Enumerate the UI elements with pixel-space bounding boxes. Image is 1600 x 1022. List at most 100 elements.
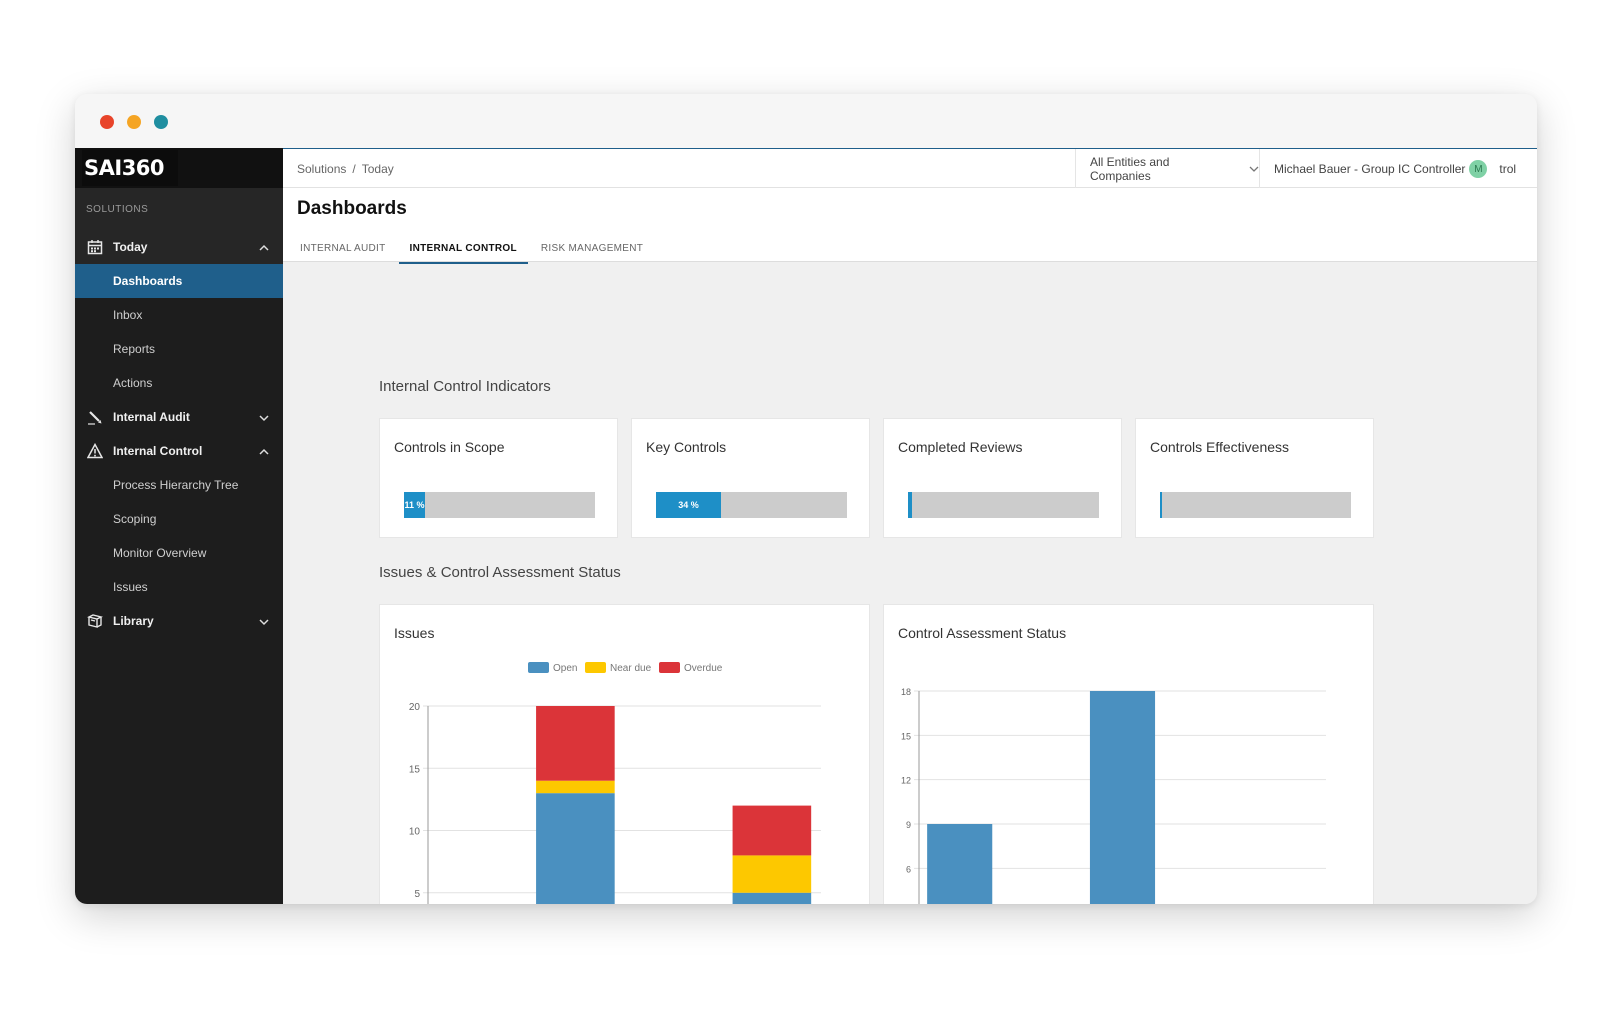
assessment-chart: 0369121518Not ActiveOkOver TestingSchedu… [901,687,1326,904]
kpi-progress-fill [1160,492,1163,518]
legend-swatch [659,662,680,673]
assessment-chart-card: Control Assessment Status 0369121518Not … [883,604,1374,904]
sidebar-group-internal-control[interactable]: Internal Control [75,434,283,468]
bar [927,824,993,904]
bar-segment [536,793,615,904]
kpi-card-controls-in-scope: Controls in Scope 11 % [379,418,618,538]
close-window-button[interactable] [100,115,114,129]
pencil-icon [86,408,104,426]
y-tick-label: 12 [901,776,911,786]
library-icon [86,612,104,630]
kpi-progress-track [908,492,1099,518]
chevron-up-icon [259,241,269,255]
sidebar-item-inbox[interactable]: Inbox [113,308,143,322]
page-title: Dashboards [297,198,407,219]
y-tick-label: 9 [906,820,911,830]
chevron-up-icon [259,445,269,459]
breadcrumb: Solutions / Today [297,162,394,176]
y-tick-label: 5 [414,889,420,900]
sidebar-group-label: Library [113,614,154,628]
logo-bar: SAI360 [75,148,283,188]
y-tick-label: 18 [901,687,911,697]
sidebar-group-internal-audit[interactable]: Internal Audit [75,400,283,434]
y-tick-label: 10 [409,827,421,838]
kpi-title: Controls in Scope [394,439,505,455]
overflow-text: trol [1499,162,1517,176]
chart-title: Issues [394,625,435,641]
kpi-progress-track: 11 % [404,492,595,518]
sidebar-item-dashboards[interactable]: Dashboards [75,264,283,298]
sidebar-group-label: Internal Control [113,444,203,458]
sidebar-section-label: SOLUTIONS [75,188,283,230]
legend-label: Overdue [684,663,723,674]
y-tick-label: 6 [906,864,911,874]
y-tick-label: 15 [409,764,421,775]
chevron-down-icon [259,411,269,425]
user-name: Michael Bauer - Group IC Controller [1274,162,1466,176]
main-content: Solutions / Today All Entities and Compa… [283,148,1537,904]
logo-box[interactable]: SAI360 [82,150,178,186]
sidebar-group-today[interactable]: Today [75,230,283,264]
tab-internal-control[interactable]: INTERNAL CONTROL [398,238,528,264]
window-titlebar [75,94,1537,148]
bar-segment [732,892,812,904]
minimize-window-button[interactable] [127,115,141,129]
chevron-down-icon [1249,162,1259,176]
breadcrumb-today[interactable]: Today [361,162,394,176]
kpi-title: Controls Effectiveness [1150,439,1290,455]
legend-swatch [585,662,606,673]
y-tick-label: 15 [901,731,911,741]
kpi-progress-fill: 34 % [656,492,721,518]
app-window: SAI360 SOLUTIONS Today Dashboards Inbox … [75,94,1537,904]
sidebar-item-process-hierarchy-tree[interactable]: Process Hierarchy Tree [113,478,239,492]
kpi-card-controls-effectiveness: Controls Effectiveness [1135,418,1374,538]
kpi-progress-track: 34 % [656,492,847,518]
bar-segment [732,805,812,856]
kpi-progress-fill [908,492,912,518]
breadcrumb-solutions[interactable]: Solutions [297,162,347,176]
breadcrumb-separator: / [352,162,356,176]
chevron-down-icon [259,615,269,629]
sidebar-item-issues[interactable]: Issues [113,580,148,594]
kpi-progress-track [1160,492,1351,518]
user-menu[interactable]: Michael Bauer - Group IC Controller M tr… [1259,149,1537,189]
indicators-section-title: Internal Control Indicators [379,378,551,395]
sidebar-item-monitor-overview[interactable]: Monitor Overview [113,546,207,560]
kpi-title: Completed Reviews [898,439,1023,455]
sidebar-item-reports[interactable]: Reports [113,342,156,356]
y-tick-label: 20 [409,702,421,713]
calendar-icon [86,238,104,256]
bar [1089,691,1156,904]
kpi-title: Key Controls [646,439,727,455]
avatar[interactable]: M [1469,160,1488,178]
kpi-card-key-controls: Key Controls 34 % [631,418,870,538]
sidebar-item-actions[interactable]: Actions [113,376,153,390]
logo: SAI360 [84,156,165,180]
legend-label: Near due [610,663,652,674]
sidebar-group-label: Today [113,240,148,254]
warning-icon [86,442,104,460]
bar-segment [536,706,615,781]
tab-bar: INTERNAL AUDIT INTERNAL CONTROL RISK MAN… [289,238,656,264]
bar-segment [732,855,812,893]
top-bar: Solutions / Today All Entities and Compa… [283,148,1537,189]
page-header: Dashboards INTERNAL AUDIT INTERNAL CONTR… [283,188,1537,264]
sidebar: SAI360 SOLUTIONS Today Dashboards Inbox … [75,148,283,904]
sidebar-item-scoping[interactable]: Scoping [113,512,157,526]
bar-segment [536,780,615,794]
entity-selector-value: All Entities and Companies [1090,155,1170,183]
kpi-card-completed-reviews: Completed Reviews [883,418,1122,538]
tab-internal-audit[interactable]: INTERNAL AUDIT [300,243,386,254]
tab-risk-management[interactable]: RISK MANAGEMENT [540,243,644,254]
legend-swatch [528,662,549,673]
status-section-title: Issues & Control Assessment Status [379,564,621,581]
chart-title: Control Assessment Status [898,625,1067,641]
kpi-progress-fill: 11 % [404,492,425,518]
legend-label: Open [553,663,577,674]
sidebar-group-label: Internal Audit [113,410,190,424]
sidebar-group-library[interactable]: Library [75,604,283,638]
maximize-window-button[interactable] [154,115,168,129]
entity-selector[interactable]: All Entities and Companies [1075,149,1259,189]
